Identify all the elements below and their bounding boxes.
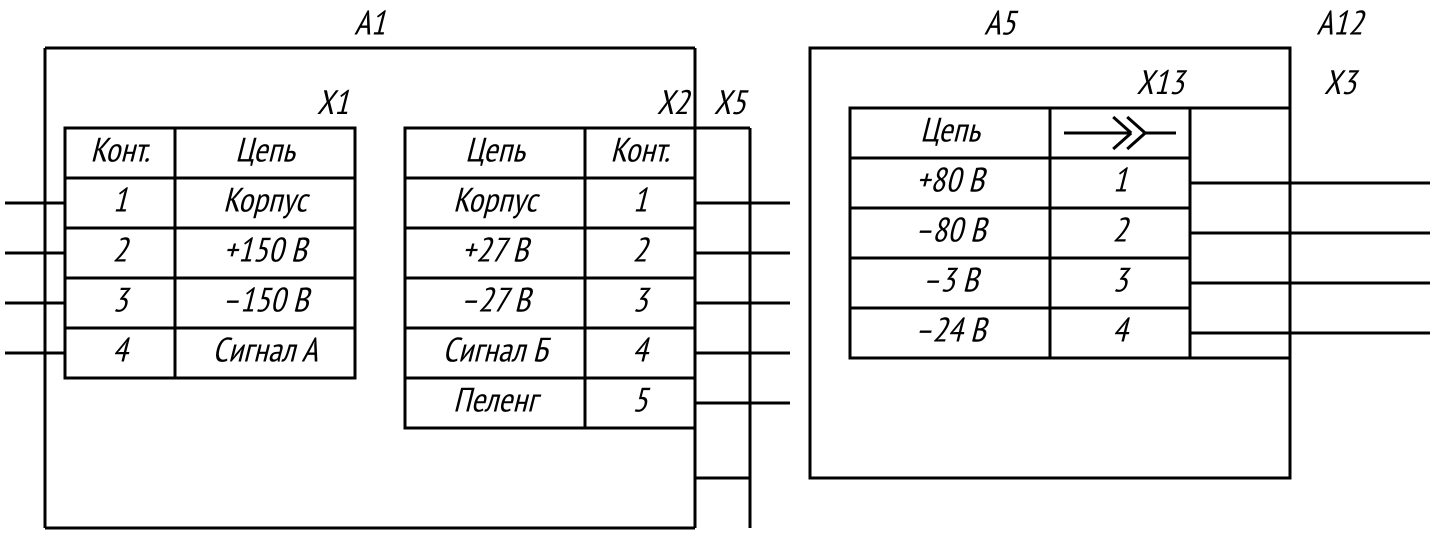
table-cell: 2 xyxy=(1112,208,1130,252)
block-label: A12 xyxy=(1317,1,1366,45)
connector-label: X13 xyxy=(1136,60,1187,104)
connector-label: X3 xyxy=(1324,60,1360,104)
table-cell: –27 В xyxy=(460,278,534,322)
table-cell: 2 xyxy=(632,228,650,272)
table-cell: Сигнал Б xyxy=(442,328,551,372)
block-a1: A1 Конт. Цепь 1 Корпус 2 +150 В 3 –150 В 4 Сигнал … xyxy=(5,1,790,529)
table-cell: 3 xyxy=(632,278,651,322)
table-cell: –3 В xyxy=(922,258,983,302)
table-header-cell: Конт. xyxy=(610,128,671,172)
connector-label: X2 xyxy=(657,80,692,124)
connector-label: X1 xyxy=(317,80,350,124)
table-cell: 4 xyxy=(1112,308,1130,352)
table-cell: 4 xyxy=(112,328,130,372)
table-cell: +80 В xyxy=(916,158,988,202)
table-cell: +27 В xyxy=(462,228,532,272)
table-cell: –150 В xyxy=(221,278,312,322)
table-header-cell: Цепь xyxy=(235,128,296,172)
table-cell: Пеленг xyxy=(453,378,542,422)
table-cell: 4 xyxy=(632,328,650,372)
block-a5: A5 A12 Цепь +80 В 1 –80 В 2 –3 В 3 –24 В 4 X13 X3 xyxy=(810,1,1430,479)
connector-label: X5 xyxy=(714,80,750,124)
table-cell: 1 xyxy=(112,178,128,222)
table-cell: Корпус xyxy=(223,178,311,222)
table-header-cell: Цепь xyxy=(465,128,526,172)
table-cell: Корпус xyxy=(453,178,541,222)
connector-arrow-icon xyxy=(1064,117,1176,149)
table-cell: +150 В xyxy=(223,228,310,272)
block-label: A1 xyxy=(354,1,386,45)
table-cell: 1 xyxy=(1112,158,1128,202)
table-cell: 2 xyxy=(112,228,130,272)
table-cell: Сигнал А xyxy=(212,328,317,372)
table-header-cell: Конт. xyxy=(90,128,151,172)
table-cell: 3 xyxy=(1112,258,1131,302)
table-header-cell: Цепь xyxy=(920,108,981,152)
table-cell: 3 xyxy=(112,278,131,322)
block-label: A5 xyxy=(984,1,1019,45)
table-cell: –80 В xyxy=(914,208,990,252)
table-cell: 1 xyxy=(632,178,648,222)
table-cell: 5 xyxy=(632,378,651,422)
table-cell: –24 В xyxy=(914,308,990,352)
